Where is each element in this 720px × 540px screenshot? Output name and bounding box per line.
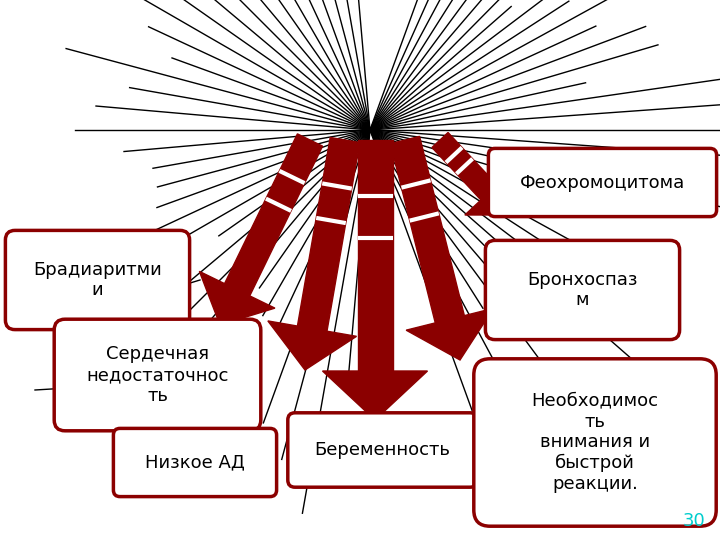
FancyBboxPatch shape xyxy=(54,319,261,431)
Polygon shape xyxy=(432,132,497,200)
Text: Феохромоцитома: Феохромоцитома xyxy=(520,173,685,192)
FancyBboxPatch shape xyxy=(114,428,276,497)
Polygon shape xyxy=(406,308,493,360)
Polygon shape xyxy=(465,170,513,215)
Text: Брадиаритми
и: Брадиаритми и xyxy=(33,261,162,299)
Polygon shape xyxy=(297,137,360,331)
FancyBboxPatch shape xyxy=(6,231,189,329)
Text: Низкое АД: Низкое АД xyxy=(145,454,245,471)
FancyBboxPatch shape xyxy=(488,148,716,217)
Polygon shape xyxy=(199,272,275,325)
Polygon shape xyxy=(390,137,464,323)
Text: Беременность: Беременность xyxy=(315,441,451,459)
FancyBboxPatch shape xyxy=(288,413,477,487)
Polygon shape xyxy=(268,321,356,370)
Polygon shape xyxy=(358,140,392,371)
FancyBboxPatch shape xyxy=(474,359,716,526)
Polygon shape xyxy=(225,134,323,296)
Text: Сердечная
недостаточнос
ть: Сердечная недостаточнос ть xyxy=(86,345,229,405)
Text: Необходимос
ть
внимания и
быстрой
реакции.: Необходимос ть внимания и быстрой реакци… xyxy=(531,392,659,493)
FancyBboxPatch shape xyxy=(485,240,680,340)
Text: 30: 30 xyxy=(683,512,705,530)
Text: Бронхоспаз
м: Бронхоспаз м xyxy=(527,271,638,309)
Polygon shape xyxy=(323,371,428,420)
